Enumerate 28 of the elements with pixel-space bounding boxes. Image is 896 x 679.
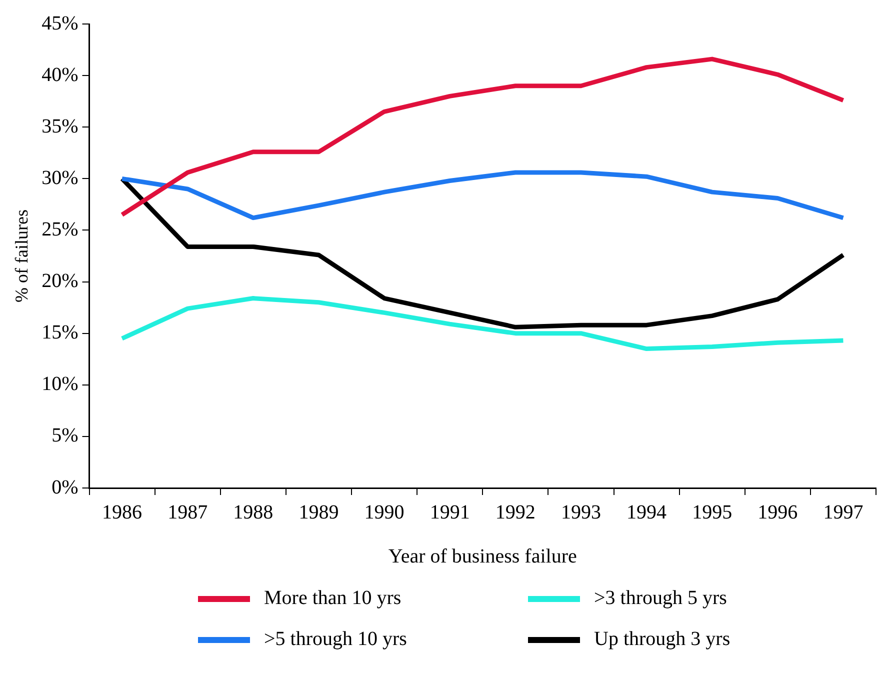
x-axis-title: Year of business failure: [388, 545, 577, 568]
y-axis-title: % of failures: [12, 210, 32, 302]
x-tick-label: 1988: [233, 501, 274, 524]
y-tick-label: 40%: [42, 64, 78, 86]
y-tick-label: 15%: [42, 322, 78, 344]
legend-label: >5 through 10 yrs: [264, 628, 407, 651]
y-tick-label: 0%: [52, 476, 78, 498]
x-tick-label: 1997: [823, 501, 864, 524]
y-tick-label: 35%: [42, 115, 78, 138]
y-tick-label: 25%: [42, 218, 78, 240]
x-tick-label: 1987: [168, 501, 208, 524]
y-tick-label: 10%: [42, 373, 78, 396]
x-tick-label: 1990: [364, 501, 404, 524]
legend-label: Up through 3 yrs: [594, 628, 730, 651]
legend-label: >3 through 5 yrs: [594, 587, 727, 610]
y-tick-label: 5%: [52, 424, 78, 447]
x-tick-label: 1993: [560, 501, 601, 524]
y-tick-label: 30%: [42, 166, 78, 189]
x-tick-label: 1995: [692, 501, 732, 524]
x-tick-label: 1992: [495, 501, 536, 524]
y-tick-label: 45%: [42, 12, 78, 34]
legend-label: More than 10 yrs: [264, 587, 402, 610]
x-tick-label: 1986: [102, 501, 142, 524]
x-tick-label: 1996: [758, 501, 798, 524]
y-tick-label: 20%: [42, 270, 78, 292]
x-tick-label: 1989: [298, 501, 339, 524]
x-tick-label: 1994: [626, 501, 667, 524]
x-tick-label: 1991: [430, 501, 470, 524]
